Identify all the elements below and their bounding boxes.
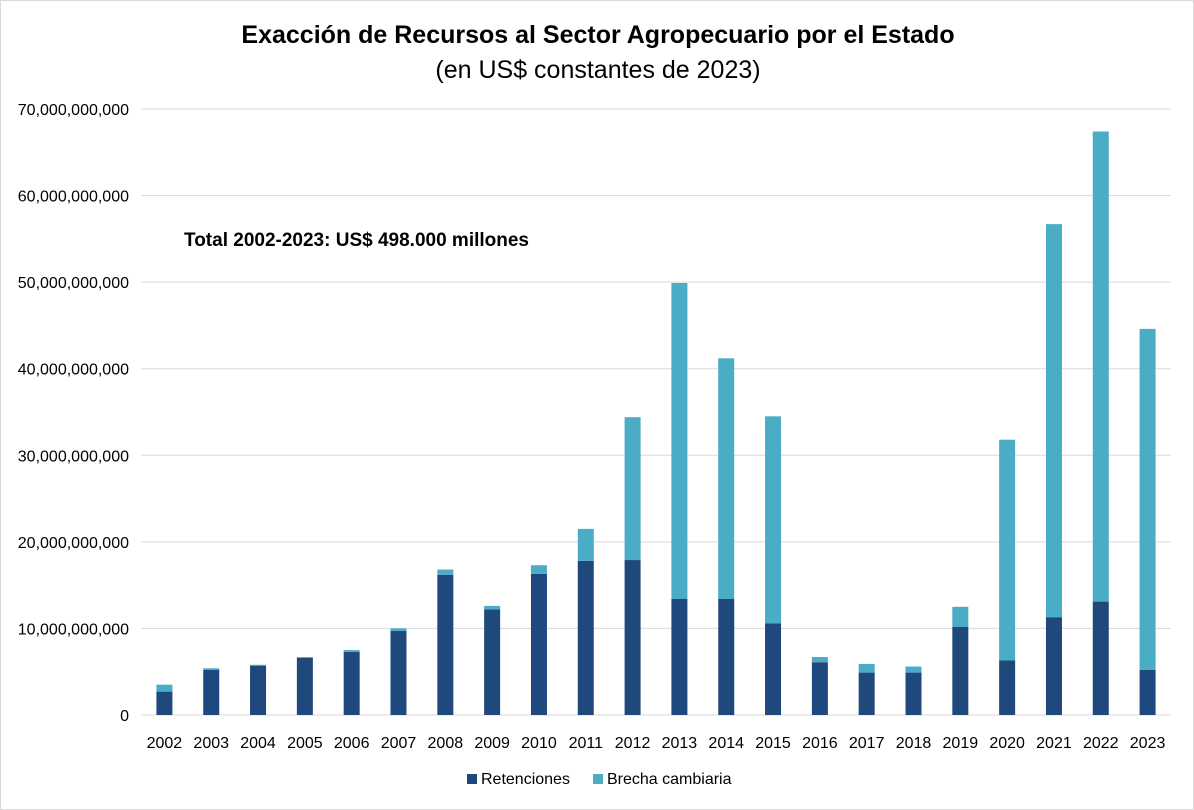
x-tick-label: 2022: [1083, 735, 1119, 752]
bar-brecha-2023: [1139, 328, 1156, 670]
x-tick-label: 2020: [989, 735, 1025, 752]
bar-retenciones-2017: [858, 672, 875, 715]
legend-swatch: [467, 774, 477, 784]
y-tick-label: 50,000,000,000: [18, 275, 129, 292]
bar-retenciones-2021: [1045, 617, 1062, 715]
x-tick-label: 2010: [521, 735, 557, 752]
bar-retenciones-2002: [156, 691, 173, 715]
x-tick-label: 2005: [287, 735, 323, 752]
x-tick-label: 2016: [802, 735, 838, 752]
bar-retenciones-2007: [390, 631, 407, 715]
bar-retenciones-2023: [1139, 669, 1156, 715]
bar-brecha-2009: [484, 605, 501, 610]
y-tick-label: 70,000,000,000: [18, 102, 129, 119]
x-tick-label: 2021: [1036, 735, 1072, 752]
chart-title: Exacción de Recursos al Sector Agropecua…: [241, 21, 954, 49]
y-tick-label: 20,000,000,000: [18, 535, 129, 552]
bar-retenciones-2006: [343, 651, 360, 715]
y-tick-label: 30,000,000,000: [18, 448, 129, 465]
bar-retenciones-2010: [530, 573, 547, 715]
bar-retenciones-2015: [765, 623, 782, 715]
legend: Retenciones Brecha cambiaria: [467, 771, 732, 788]
x-tick-label: 2023: [1130, 735, 1166, 752]
y-tick-label: 60,000,000,000: [18, 189, 129, 206]
x-tick-label: 2014: [708, 735, 744, 752]
x-tick-label: 2015: [755, 735, 791, 752]
bar-brecha-2013: [671, 283, 688, 599]
x-tick-label: 2018: [896, 735, 932, 752]
bar-brecha-2006: [343, 650, 360, 652]
bar-brecha-2016: [811, 656, 828, 663]
chart-subtitle: (en US$ constantes de 2023): [435, 56, 760, 84]
bar-retenciones-2012: [624, 560, 641, 715]
bar-retenciones-2020: [999, 660, 1016, 715]
x-tick-label: 2012: [615, 735, 651, 752]
x-tick-label: 2007: [381, 735, 417, 752]
bar-retenciones-2004: [250, 665, 267, 715]
bar-retenciones-2014: [718, 598, 735, 715]
bar-brecha-2019: [952, 606, 969, 627]
bar-brecha-2007: [390, 628, 407, 632]
bar-brecha-2003: [203, 668, 220, 670]
x-tick-label: 2011: [569, 735, 604, 752]
x-tick-label: 2006: [334, 735, 370, 752]
bar-retenciones-2008: [437, 574, 454, 715]
bar-retenciones-2003: [203, 669, 220, 715]
bar-brecha-2015: [765, 416, 782, 624]
bar-brecha-2004: [250, 664, 267, 666]
gridlines: [141, 108, 1171, 716]
y-tick-label: 10,000,000,000: [18, 621, 129, 638]
x-tick-label: 2008: [428, 735, 464, 752]
bars: [156, 131, 1156, 715]
bar-brecha-2022: [1092, 131, 1109, 602]
bar-brecha-2002: [156, 684, 173, 692]
x-tick-label: 2003: [193, 735, 229, 752]
bar-retenciones-2013: [671, 598, 688, 715]
legend-swatch: [593, 774, 603, 784]
bar-retenciones-2005: [296, 657, 313, 715]
bar-retenciones-2018: [905, 672, 922, 715]
y-tick-label: 40,000,000,000: [18, 362, 129, 379]
y-axis-ticks: 0 10,000,000,000 20,000,000,000 30,000,000,…: [18, 102, 129, 725]
x-tick-label: 2004: [240, 735, 276, 752]
bar-brecha-2017: [858, 663, 875, 673]
bar-retenciones-2019: [952, 626, 969, 715]
bar-brecha-2005: [296, 656, 313, 658]
bar-brecha-2012: [624, 417, 641, 561]
bar-retenciones-2016: [811, 662, 828, 715]
total-annotation: Total 2002-2023: US$ 498.000 millones: [184, 230, 529, 251]
bar-brecha-2011: [577, 528, 594, 561]
x-tick-label: 2013: [662, 735, 698, 752]
bar-retenciones-2011: [577, 560, 594, 715]
x-tick-label: 2019: [943, 735, 979, 752]
x-tick-label: 2009: [474, 735, 510, 752]
x-axis-ticks: 2002 2003 2004 2005 2006 2007 2008 2009 2010 2011…: [147, 735, 1166, 752]
bar-brecha-2021: [1045, 224, 1062, 618]
x-tick-label: 2017: [849, 735, 885, 752]
bar-brecha-2018: [905, 666, 922, 673]
bar-brecha-2008: [437, 569, 454, 575]
y-tick-label: 0: [120, 708, 129, 725]
bar-brecha-2014: [718, 358, 735, 599]
bar-retenciones-2009: [484, 609, 501, 715]
bar-retenciones-2022: [1092, 601, 1109, 715]
bar-brecha-2020: [999, 439, 1016, 661]
x-tick-label: 2002: [147, 735, 183, 752]
legend-label: Retenciones: [481, 771, 570, 788]
bar-brecha-2010: [530, 565, 547, 574]
legend-label: Brecha cambiaria: [607, 771, 732, 788]
